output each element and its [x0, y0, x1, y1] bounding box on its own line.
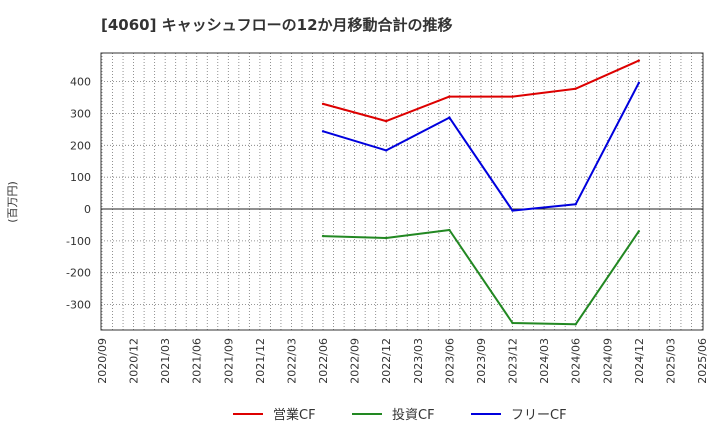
- x-tick-label: 2025/06: [696, 338, 709, 384]
- x-tick-label: 2021/06: [191, 338, 204, 384]
- x-tick-label: 2022/06: [317, 338, 330, 384]
- data-point: [574, 203, 577, 206]
- x-tick-label: 2021/12: [254, 338, 267, 384]
- x-tick-label: 2024/12: [633, 338, 646, 384]
- x-tick-label: 2021/09: [222, 338, 235, 384]
- y-tick-label: 400: [70, 76, 91, 89]
- series-line-1: [323, 229, 640, 326]
- x-tick-label: 2023/09: [475, 338, 488, 384]
- data-point: [385, 149, 388, 152]
- data-point: [385, 236, 388, 240]
- series-line-2: [322, 82, 640, 212]
- y-axis-label: (百万円): [6, 181, 19, 223]
- x-tick-label: 2022/12: [380, 338, 393, 384]
- data-point: [448, 95, 451, 98]
- x-tick-label: 2022/09: [349, 338, 362, 384]
- chart-title: [4060] キャッシュフローの12か月移動合計の推移: [101, 16, 453, 34]
- data-point: [321, 130, 325, 133]
- x-tick-label: 2023/12: [507, 338, 520, 384]
- data-point: [511, 321, 514, 325]
- y-axis: -300 -200 -100 0 100 200 300 400: [66, 76, 91, 312]
- grid: [101, 53, 703, 330]
- y-tick-label: 0: [84, 203, 91, 216]
- data-point: [574, 87, 577, 90]
- x-axis: 2020/09 2020/12 2021/03 2021/06 2021/09 2021/…: [96, 338, 709, 384]
- x-tick-label: 2022/03: [285, 338, 298, 384]
- x-tick-label: 2025/03: [664, 338, 677, 384]
- data-point: [637, 59, 641, 62]
- data-point: [321, 102, 325, 106]
- plot-frame: [100, 52, 704, 331]
- legend-label: 投資CF: [392, 407, 435, 423]
- y-tick-label: -100: [66, 235, 91, 248]
- data-point: [511, 209, 514, 212]
- x-tick-label: 2024/09: [601, 338, 614, 384]
- series: [321, 59, 641, 326]
- data-point: [637, 81, 641, 85]
- legend-label: フリーCF: [511, 408, 567, 423]
- legend: 営業CF 投資CF フリーCF: [233, 407, 567, 423]
- data-point: [385, 119, 388, 123]
- y-tick-label: 200: [70, 139, 91, 152]
- x-tick-label: 2020/09: [96, 338, 109, 384]
- y-tick-label: 300: [70, 107, 91, 120]
- data-point: [511, 95, 514, 98]
- data-point: [637, 230, 641, 233]
- data-point: [574, 323, 577, 326]
- x-tick-label: 2023/03: [412, 338, 425, 384]
- x-tick-label: 2020/12: [128, 338, 141, 384]
- data-point: [448, 116, 451, 119]
- legend-label: 営業CF: [273, 407, 316, 423]
- x-tick-label: 2021/03: [159, 338, 172, 384]
- y-tick-label: -200: [66, 267, 91, 280]
- data-point: [448, 228, 451, 232]
- x-tick-label: 2024/03: [538, 338, 551, 384]
- data-point: [321, 234, 325, 238]
- series-line-0: [322, 59, 640, 123]
- x-tick-label: 2024/06: [570, 338, 583, 384]
- y-tick-label: 100: [70, 171, 91, 184]
- x-tick-label: 2023/06: [443, 338, 456, 384]
- y-tick-label: -300: [66, 299, 91, 312]
